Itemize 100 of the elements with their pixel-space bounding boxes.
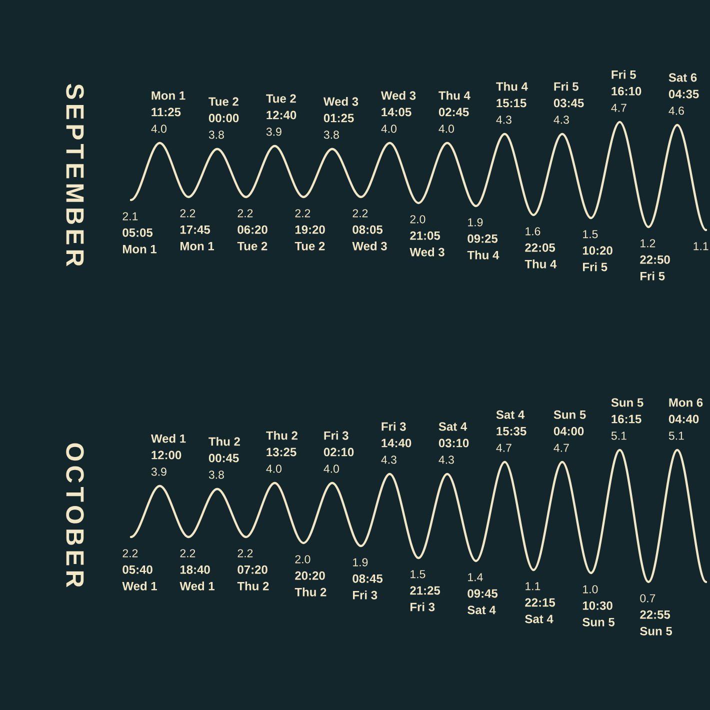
text: Sun 5 [611, 398, 644, 407]
text: Wed 3 [380, 90, 416, 100]
annotation: 12:00 [152, 450, 182, 460]
text: 10:30 [582, 601, 612, 610]
text: Fri 3 [382, 422, 406, 431]
data-label: 1.5 [410, 570, 426, 578]
text: 04:35 [668, 90, 699, 98]
annotation: 20:20 [295, 571, 325, 580]
annotation: 08:45 [352, 574, 383, 583]
data-label: 1.6 [526, 227, 540, 236]
text: 11:25 [152, 108, 181, 116]
text: Tue 2 [294, 242, 325, 250]
data-label: 2.2 [295, 209, 310, 218]
data-label: 4.3 [496, 116, 512, 124]
data-label: 5.1 [668, 432, 684, 440]
data-label: 3.9 [151, 468, 166, 476]
data-label: 4.0 [266, 464, 282, 473]
data-label: 2.2 [238, 549, 253, 558]
data-label: 2.1 [122, 212, 138, 220]
text: Wed 3 [352, 242, 387, 250]
text: OCTOBER [66, 443, 84, 588]
data-label: 3.8 [324, 130, 339, 139]
data-label: 4.6 [668, 106, 684, 115]
annotation: 07:20 [238, 565, 268, 574]
text: 22:15 [525, 598, 556, 607]
text: Fri 3 [410, 602, 435, 612]
data-label: 2.2 [122, 549, 138, 558]
data-label: 2.2 [238, 209, 253, 218]
text: 21:25 [410, 586, 440, 595]
annotation: 00:45 [208, 454, 239, 462]
annotation: 02:10 [324, 448, 354, 456]
data-label: 4.3 [438, 456, 454, 464]
text: Tue 2 [237, 242, 268, 250]
text: 14:05 [382, 108, 412, 116]
data-label: 3.9 [266, 128, 282, 136]
text: 12:40 [266, 110, 296, 120]
annotation: Thu 2 [237, 582, 269, 590]
annotation: Wed 1 [180, 582, 214, 590]
annotation: 08:05 [352, 225, 383, 234]
data-label: 4.0 [438, 124, 454, 133]
text: 09:25 [468, 234, 498, 243]
text: 22:50 [640, 255, 670, 264]
data-label: 4.3 [381, 456, 396, 464]
text: 21:05 [410, 231, 440, 240]
data-label: 4.7 [496, 444, 512, 452]
text: Mon 1 [123, 244, 157, 254]
text: Wed 1 [150, 434, 186, 443]
data-label: 1.1 [526, 582, 540, 590]
text: Fri 5 [640, 272, 665, 280]
text: 22:55 [640, 610, 670, 619]
text: 14:40 [382, 438, 412, 448]
text: Thu 4 [438, 90, 470, 100]
text: Wed 3 [323, 96, 358, 106]
data-label: 1.9 [353, 558, 368, 566]
text: Fri 5 [554, 82, 578, 91]
data-label: 1.1 [694, 242, 708, 250]
text: Sat 4 [468, 606, 496, 614]
text: Sun 5 [554, 410, 586, 419]
text: 03:45 [554, 98, 584, 108]
annotation: 18:40 [180, 565, 210, 574]
text: 04:00 [554, 426, 584, 436]
text: Fri 3 [353, 590, 378, 600]
data-label: 1.4 [468, 573, 483, 582]
text: Sat 4 [438, 422, 468, 431]
text: Fri 5 [583, 262, 608, 272]
text: Sun 5 [640, 626, 672, 636]
text: Thu 4 [524, 260, 557, 268]
annotation: 01:25 [324, 114, 354, 122]
data-label: 4.7 [611, 104, 626, 112]
text: Thu 2 [266, 431, 298, 440]
data-label: 1.0 [583, 585, 598, 594]
text: Sat 4 [525, 614, 554, 624]
data-label: 3.8 [208, 470, 224, 479]
data-label: 1.2 [640, 239, 656, 248]
text: 16:10 [612, 86, 642, 96]
text: 02:45 [438, 108, 469, 116]
annotation: 05:40 [122, 565, 152, 574]
text: Mon 1 [152, 91, 186, 100]
text: Thu 2 [294, 588, 326, 596]
annotation: Wed 1 [122, 582, 157, 590]
text: Thu 4 [467, 250, 500, 260]
text: Tue 2 [266, 94, 296, 103]
text: Sat 6 [668, 73, 697, 82]
data-label: 2.2 [180, 209, 196, 218]
data-label: 2.2 [352, 209, 368, 218]
data-label: 2.2 [180, 549, 196, 558]
text: 10:20 [582, 246, 612, 255]
text: Sun 5 [582, 618, 615, 626]
text: SEPTEMBER [66, 84, 84, 266]
annotation: 19:20 [295, 225, 325, 234]
data-label: 4.3 [554, 116, 569, 124]
text: Tue 2 [208, 97, 238, 106]
data-label: 4.7 [554, 444, 569, 452]
data-label: 1.9 [468, 218, 483, 226]
data-label: 4.0 [151, 124, 166, 133]
data-label: 2.0 [410, 215, 426, 224]
text: Thu 2 [208, 437, 240, 446]
text: Thu 4 [496, 82, 528, 91]
data-label: 1.5 [583, 230, 598, 238]
annotation: 17:45 [180, 225, 210, 234]
